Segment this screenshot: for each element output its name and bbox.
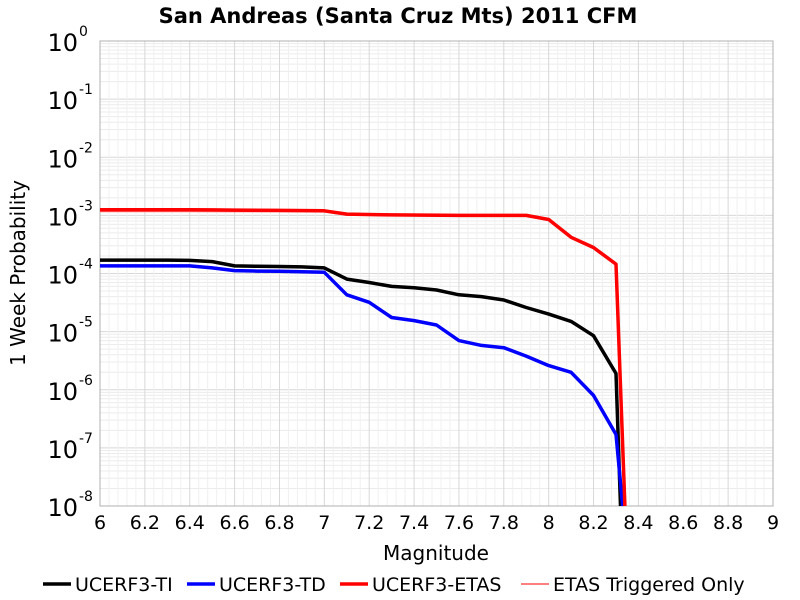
y-tick-exponent: -8 <box>79 489 93 505</box>
y-tick-label: 10 <box>47 436 78 464</box>
y-tick-exponent: -7 <box>79 431 93 447</box>
y-tick-exponent: -4 <box>79 257 93 273</box>
series-line-ucerf3-etas <box>100 207 627 507</box>
y-tick-exponent: -1 <box>79 82 93 98</box>
y-tick-label: 10 <box>47 494 78 522</box>
y-tick-label: 10 <box>47 262 78 290</box>
x-axis-label: Magnitude <box>383 541 489 565</box>
legend-label-ucerf3-etas: UCERF3-ETAS <box>372 574 501 596</box>
y-tick-exponent: -6 <box>79 373 93 389</box>
y-tick-label: 10 <box>47 203 78 231</box>
x-tick-label: 9 <box>767 512 779 534</box>
x-tick-label: 6.8 <box>264 512 294 534</box>
legend-label-etas-triggered-only: ETAS Triggered Only <box>553 574 745 596</box>
series-layer <box>100 207 627 507</box>
y-tick-label: 10 <box>47 378 78 406</box>
y-tick-exponent: -3 <box>79 198 93 214</box>
series-line-etas-triggered-only <box>100 210 626 507</box>
x-tick-label: 8.4 <box>623 512 653 534</box>
x-tick-label: 7 <box>318 512 330 534</box>
x-tick-labels: 6 6.2 6.4 6.6 6.8 7 7.2 7.4 7.6 7.8 8 8.2 8.4 8.6 8.8 9 <box>94 512 779 534</box>
y-tick-exponent: -5 <box>79 315 93 331</box>
x-tick-label: 7.8 <box>489 512 519 534</box>
x-tick-label: 7.6 <box>444 512 474 534</box>
legend: UCERF3-TI UCERF3-TD UCERF3-ETAS ETAS Trigge… <box>43 574 745 596</box>
y-tick-exponent: 0 <box>79 24 88 40</box>
y-axis-label: 1 Week Probability <box>6 180 30 366</box>
plot-area-border <box>99 40 774 507</box>
x-tick-label: 8.8 <box>713 512 743 534</box>
y-tick-label: 10 <box>47 87 78 115</box>
y-tick-label: 10 <box>47 320 78 348</box>
y-tick-label: 10 <box>47 145 78 173</box>
series-line-ucerf3-ti <box>100 258 623 507</box>
x-tick-label: 8.6 <box>668 512 698 534</box>
x-tick-label: 8.2 <box>578 512 608 534</box>
chart-title: San Andreas (Santa Cruz Mts) 2011 CFM <box>159 4 638 28</box>
grid <box>99 41 774 507</box>
legend-label-ucerf3-ti: UCERF3-TI <box>75 574 173 596</box>
legend-label-ucerf3-td: UCERF3-TD <box>219 574 326 596</box>
x-tick-label: 6 <box>94 512 106 534</box>
x-tick-label: 7.2 <box>354 512 384 534</box>
x-tick-label: 6.6 <box>219 512 249 534</box>
series-line-ucerf3-td <box>100 264 625 507</box>
y-tick-label: 10 <box>47 29 78 57</box>
y-tick-exponent: -2 <box>79 140 93 156</box>
x-tick-label: 7.4 <box>399 512 429 534</box>
x-tick-label: 6.2 <box>130 512 160 534</box>
x-tick-label: 8 <box>543 512 555 534</box>
x-tick-label: 6.4 <box>175 512 205 534</box>
